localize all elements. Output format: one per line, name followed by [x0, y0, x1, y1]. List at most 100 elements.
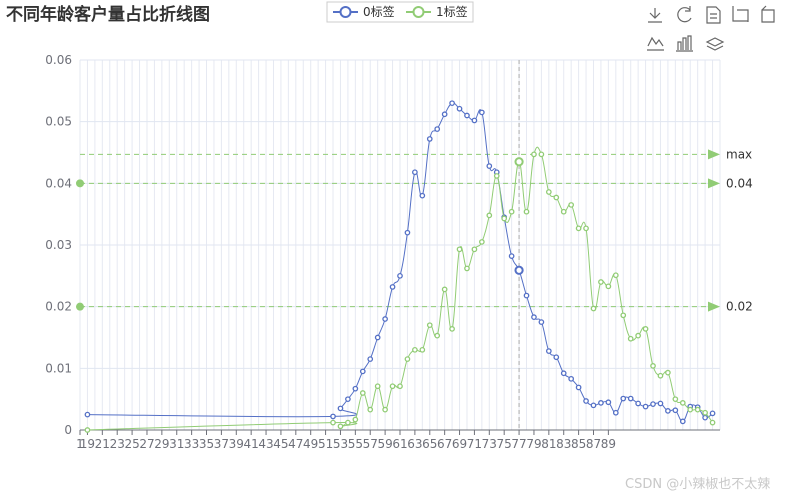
data-point — [449, 326, 455, 332]
x-tick-label: 79 — [526, 437, 541, 451]
x-tick-label: 59 — [377, 437, 392, 451]
data-point — [612, 409, 619, 416]
data-point — [404, 356, 411, 362]
y-tick-label: 0.04 — [45, 176, 72, 190]
x-tick-label: 75 — [497, 437, 512, 451]
data-point — [471, 117, 478, 124]
legend-item-0[interactable]: 0标签 — [333, 4, 395, 19]
x-tick-label: 57 — [363, 437, 378, 451]
data-point — [657, 372, 664, 379]
data-point — [523, 208, 530, 215]
data-point — [352, 416, 359, 423]
data-point — [583, 398, 589, 404]
data-point — [508, 208, 515, 215]
x-tick-label: 83 — [556, 437, 571, 451]
line-chart-icon[interactable] — [647, 36, 664, 51]
x-tick-label: 43 — [258, 437, 273, 451]
x-tick-label: 51 — [318, 437, 333, 451]
data-point — [642, 326, 649, 332]
data-point — [397, 272, 403, 279]
data-point — [479, 239, 485, 245]
data-point — [441, 111, 448, 118]
data-point — [627, 395, 634, 402]
data-point — [412, 346, 418, 353]
data-point — [635, 332, 641, 339]
x-tick-label: 25 — [124, 437, 139, 451]
bar-chart-icon[interactable] — [676, 35, 693, 52]
data-point — [679, 400, 686, 406]
data-point — [426, 322, 433, 329]
data-point — [330, 413, 336, 420]
data-point — [702, 409, 708, 416]
data-point — [419, 346, 426, 353]
data-point — [627, 335, 634, 342]
refresh-icon[interactable] — [677, 6, 692, 23]
x-tick-label: 37 — [214, 437, 229, 451]
x-tick-label: 63 — [407, 437, 422, 451]
zoom-reset-icon[interactable] — [761, 5, 775, 23]
zoom-icon[interactable] — [732, 6, 749, 22]
legend-item-1[interactable]: 1标签 — [406, 4, 468, 19]
data-point — [359, 390, 366, 396]
data-point — [605, 399, 612, 406]
data-point — [84, 427, 91, 433]
data-view-icon[interactable] — [706, 6, 721, 24]
data-point — [620, 395, 627, 402]
x-tick-label: 47 — [288, 437, 303, 451]
data-point — [337, 405, 344, 412]
data-point — [642, 403, 649, 410]
x-tick-label: 81 — [541, 437, 556, 451]
legend-label-1: 1标签 — [436, 4, 468, 19]
y-tick-label: 0.06 — [45, 53, 72, 67]
data-point — [456, 246, 463, 253]
stack-icon[interactable] — [705, 37, 725, 51]
download-icon[interactable] — [648, 8, 662, 23]
data-point — [493, 173, 500, 179]
x-tick-label: 71 — [467, 437, 482, 451]
data-point — [568, 375, 575, 382]
mark-line-start-dot — [76, 179, 84, 188]
data-point — [449, 100, 455, 107]
data-point — [419, 192, 426, 199]
data-point — [687, 406, 694, 413]
data-point — [598, 400, 604, 406]
data-point — [367, 356, 374, 362]
data-point — [389, 383, 396, 390]
data-point — [456, 105, 463, 112]
data-point — [471, 246, 478, 253]
mark-line-arrow — [708, 149, 720, 160]
data-point — [84, 411, 91, 418]
x-tick-label: 45 — [273, 437, 288, 451]
data-point — [657, 400, 664, 407]
x-tick-label: 67 — [437, 437, 452, 451]
data-point — [650, 401, 656, 407]
data-point — [590, 305, 597, 312]
data-point — [523, 292, 530, 299]
data-point — [434, 126, 441, 132]
data-point — [374, 383, 381, 390]
data-point — [612, 272, 619, 279]
data-point — [531, 151, 537, 158]
data-point — [382, 316, 388, 322]
data-point — [545, 348, 552, 354]
data-point — [397, 383, 403, 390]
x-tick-label: 85 — [571, 437, 586, 451]
data-point — [560, 370, 567, 377]
x-tick-label: 29 — [154, 437, 169, 451]
data-point — [479, 109, 485, 116]
data-point — [352, 385, 359, 392]
data-point — [412, 169, 418, 176]
data-point — [694, 406, 701, 413]
data-point — [709, 419, 716, 426]
data-point — [508, 253, 515, 259]
data-point — [367, 406, 374, 413]
x-tick-label: 33 — [184, 437, 199, 451]
y-tick-label: 0.03 — [45, 238, 72, 252]
data-point — [486, 212, 493, 219]
x-tick-label: 89 — [601, 437, 616, 451]
x-tick-label: 35 — [199, 437, 214, 451]
toolbox — [647, 5, 775, 52]
data-point — [501, 215, 508, 222]
x-tick-label: 69 — [452, 437, 467, 451]
data-point — [531, 314, 537, 320]
